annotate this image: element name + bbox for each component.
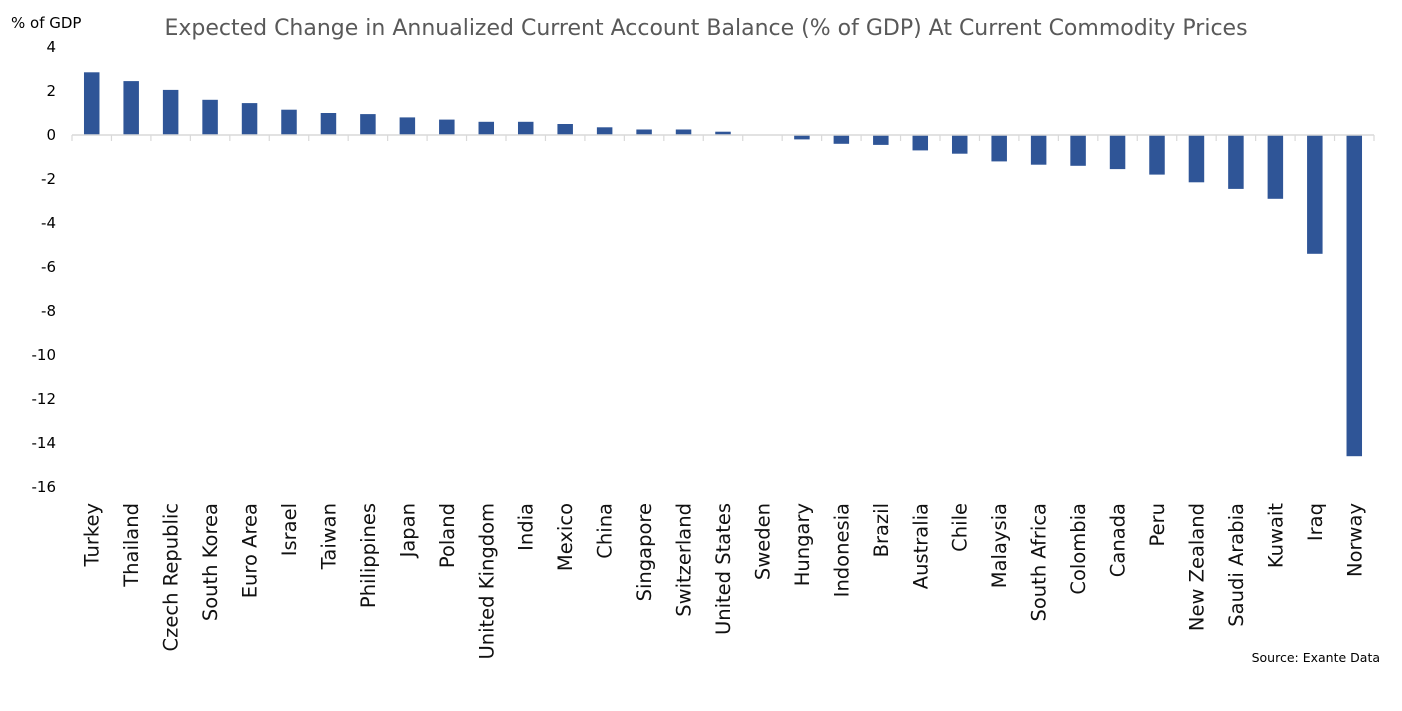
x-tick-label: United Kingdom bbox=[475, 503, 498, 660]
bar-poland bbox=[439, 119, 455, 135]
bar-israel bbox=[281, 109, 297, 135]
x-tick-label: Switzerland bbox=[673, 503, 696, 617]
x-tick-label: Indonesia bbox=[830, 503, 853, 597]
bar-malaysia bbox=[991, 135, 1007, 162]
bar-norway bbox=[1346, 135, 1363, 457]
x-tick-label: Kuwait bbox=[1264, 503, 1287, 568]
x-tick-label: Hungary bbox=[791, 503, 814, 586]
y-tick-label: -10 bbox=[32, 346, 57, 364]
x-tick-label: Euro Area bbox=[239, 503, 262, 598]
bar-australia bbox=[912, 135, 929, 151]
bar-colombia bbox=[1070, 135, 1086, 166]
x-tick-label: China bbox=[594, 503, 617, 559]
x-tick-label: South Africa bbox=[1028, 503, 1051, 622]
x-tick-label: Turkey bbox=[81, 503, 104, 567]
bar-new-zealand bbox=[1188, 135, 1205, 183]
x-tick-label: Czech Republic bbox=[160, 503, 183, 651]
bar-philippines bbox=[360, 114, 376, 135]
bar-south-africa bbox=[1030, 135, 1047, 165]
x-tick-label: Canada bbox=[1107, 503, 1130, 577]
bar-singapore bbox=[636, 129, 652, 135]
bar-thailand bbox=[123, 81, 139, 135]
x-tick-label: Mexico bbox=[554, 503, 577, 571]
x-tick-label: Norway bbox=[1343, 503, 1366, 577]
x-tick-label: India bbox=[515, 503, 538, 551]
x-tick-label: New Zealand bbox=[1185, 503, 1208, 631]
bar-united-states bbox=[715, 131, 731, 135]
bar-hungary bbox=[794, 135, 810, 140]
y-tick-label: -14 bbox=[32, 434, 57, 452]
bar-czech-republic bbox=[162, 89, 179, 135]
bar-euro-area bbox=[241, 103, 258, 135]
bar-peru bbox=[1149, 135, 1165, 175]
y-axis-ticks: 4 2 0 -2 -4 -6 -8 -10 -12 -14 -16 bbox=[32, 38, 57, 496]
x-tick-label: Australia bbox=[909, 503, 932, 589]
bar-turkey bbox=[83, 72, 100, 135]
bar-japan bbox=[399, 117, 416, 135]
bar-india bbox=[517, 121, 534, 135]
bar-mexico bbox=[557, 124, 573, 135]
x-tick-label: United States bbox=[712, 503, 735, 635]
x-axis-labels: Turkey Thailand Czech Republic South Korea E… bbox=[81, 503, 1367, 660]
bar-china bbox=[596, 127, 613, 135]
bar-canada bbox=[1109, 135, 1126, 170]
bar-kuwait bbox=[1267, 135, 1284, 199]
x-tick-label: Philippines bbox=[357, 503, 380, 608]
x-tick-label: Chile bbox=[949, 503, 972, 552]
x-tick-label: Israel bbox=[278, 503, 301, 556]
y-tick-label: -6 bbox=[41, 258, 56, 276]
bar-switzerland bbox=[675, 129, 692, 135]
x-tick-label: Singapore bbox=[633, 503, 656, 601]
x-tick-label: Colombia bbox=[1067, 503, 1090, 595]
x-tick-label: Japan bbox=[396, 503, 419, 559]
y-tick-label: -4 bbox=[41, 214, 56, 232]
y-tick-label: 0 bbox=[46, 126, 56, 144]
x-tick-label: Iraq bbox=[1304, 503, 1327, 541]
x-tick-label: Saudi Arabia bbox=[1225, 503, 1248, 627]
y-tick-label: -16 bbox=[32, 478, 57, 496]
bar-brazil bbox=[873, 135, 889, 145]
bar-taiwan bbox=[320, 113, 337, 135]
y-tick-label: -12 bbox=[32, 390, 57, 408]
x-tick-label: Sweden bbox=[751, 503, 774, 580]
x-tick-label: Taiwan bbox=[317, 503, 340, 570]
y-tick-label: -8 bbox=[41, 302, 56, 320]
source-note: Source: Exante Data bbox=[1252, 650, 1380, 665]
x-tick-label: Thailand bbox=[120, 503, 143, 588]
bar-iraq bbox=[1307, 135, 1323, 254]
x-tick-label: South Korea bbox=[199, 503, 222, 621]
bar-south-korea bbox=[202, 99, 218, 135]
bar-chile bbox=[951, 135, 968, 154]
x-tick-label: Malaysia bbox=[988, 503, 1011, 588]
y-tick-label: 2 bbox=[46, 82, 56, 100]
y-axis-unit-label: % of GDP bbox=[11, 14, 81, 32]
bar-indonesia bbox=[833, 135, 850, 144]
x-tick-label: Peru bbox=[1146, 503, 1169, 546]
bar-united-kingdom bbox=[478, 121, 495, 135]
chart-title: Expected Change in Annualized Current Ac… bbox=[164, 16, 1247, 41]
bar-saudi-arabia bbox=[1228, 135, 1244, 189]
bars bbox=[83, 72, 1363, 457]
x-tick-label: Brazil bbox=[870, 503, 893, 557]
y-tick-label: 4 bbox=[46, 38, 56, 56]
x-tick-label: Poland bbox=[436, 503, 459, 568]
y-tick-label: -2 bbox=[41, 170, 56, 188]
